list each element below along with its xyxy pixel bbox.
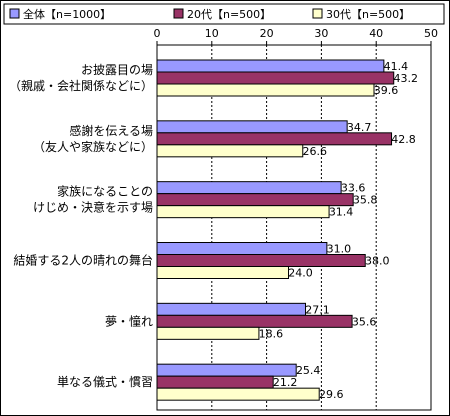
x-tick-label: 30: [314, 27, 328, 40]
bar: [156, 375, 274, 389]
plot-area: 41.443.239.6 34.7 42.8 26.6 33.635.831.4 31.0…: [156, 44, 432, 411]
x-tick-label: 40: [369, 27, 383, 40]
data-label: 27.1: [305, 303, 330, 316]
category-label: けじめ・決意を示す場: [33, 200, 153, 215]
bar: [156, 387, 320, 401]
bar: [156, 302, 307, 316]
data-label: 31.0: [327, 243, 352, 256]
category-label: 家族になることの: [57, 184, 153, 199]
bar: [156, 266, 290, 279]
legend-label: 20代【n=500】: [187, 8, 271, 21]
x-tick-label: 10: [205, 27, 219, 40]
category-label: 単なる儀式・慣習: [57, 374, 153, 389]
category-label: 結婚する2人の晴れの舞台: [13, 253, 153, 268]
data-label: 34.7: [347, 121, 372, 134]
category-labels: お披露目の場（親戚・会社関係などに） 感謝を伝える場（友人や家族などに） 家族になる…: [9, 63, 153, 389]
category-label: （親戚・会社関係などに）: [9, 78, 153, 93]
data-label: 39.6: [374, 84, 399, 97]
x-tick-label: 0: [154, 27, 161, 40]
data-label: 24.0: [288, 267, 313, 280]
data-label: 42.8: [391, 133, 416, 146]
bar: [156, 83, 375, 97]
data-label: 31.4: [329, 206, 354, 219]
x-tick-label: 20: [260, 27, 274, 40]
bar: [156, 314, 353, 328]
data-label: 35.6: [352, 315, 377, 328]
data-label: 21.2: [273, 376, 298, 389]
x-axis-ticks: 0 10 20 30 40 50: [154, 27, 438, 45]
bar: [156, 363, 297, 377]
legend-label: 全体【n=1000】: [23, 7, 111, 21]
bar: [156, 181, 342, 195]
data-label: 18.6: [259, 327, 284, 340]
data-label: 26.6: [303, 145, 328, 158]
legend-swatch: [312, 8, 323, 19]
category-label: お披露目の場: [81, 63, 153, 77]
category-label: 夢・憧れ: [105, 313, 153, 328]
category-label: 感謝を伝える場: [69, 123, 153, 138]
bar: [156, 120, 348, 134]
bar: [156, 205, 330, 219]
bar: [156, 71, 395, 85]
bar: [156, 242, 328, 255]
data-label: 33.6: [341, 182, 366, 195]
bar: [156, 326, 260, 340]
legend-swatch: [9, 8, 20, 19]
data-label: 43.2: [393, 72, 418, 85]
legend-box: [3, 3, 445, 25]
category-label: （友人や家族などに）: [33, 139, 153, 154]
data-label: 38.0: [365, 255, 390, 268]
legend-swatch: [173, 8, 184, 19]
bar: [156, 144, 304, 158]
data-label: 41.4: [384, 60, 409, 73]
data-label: 29.6: [319, 388, 344, 401]
legend-label: 30代【n=500】: [326, 8, 410, 21]
bar: [156, 132, 393, 146]
plot-frame: [156, 44, 432, 411]
x-tick-label: 50: [424, 27, 438, 40]
data-label: 35.8: [353, 194, 378, 207]
legend: 全体【n=1000】 20代【n=500】 30代【n=500】: [3, 3, 445, 25]
data-label: 25.4: [296, 364, 321, 377]
bar: [156, 59, 385, 73]
bar: [156, 254, 366, 267]
bar: [156, 193, 354, 207]
